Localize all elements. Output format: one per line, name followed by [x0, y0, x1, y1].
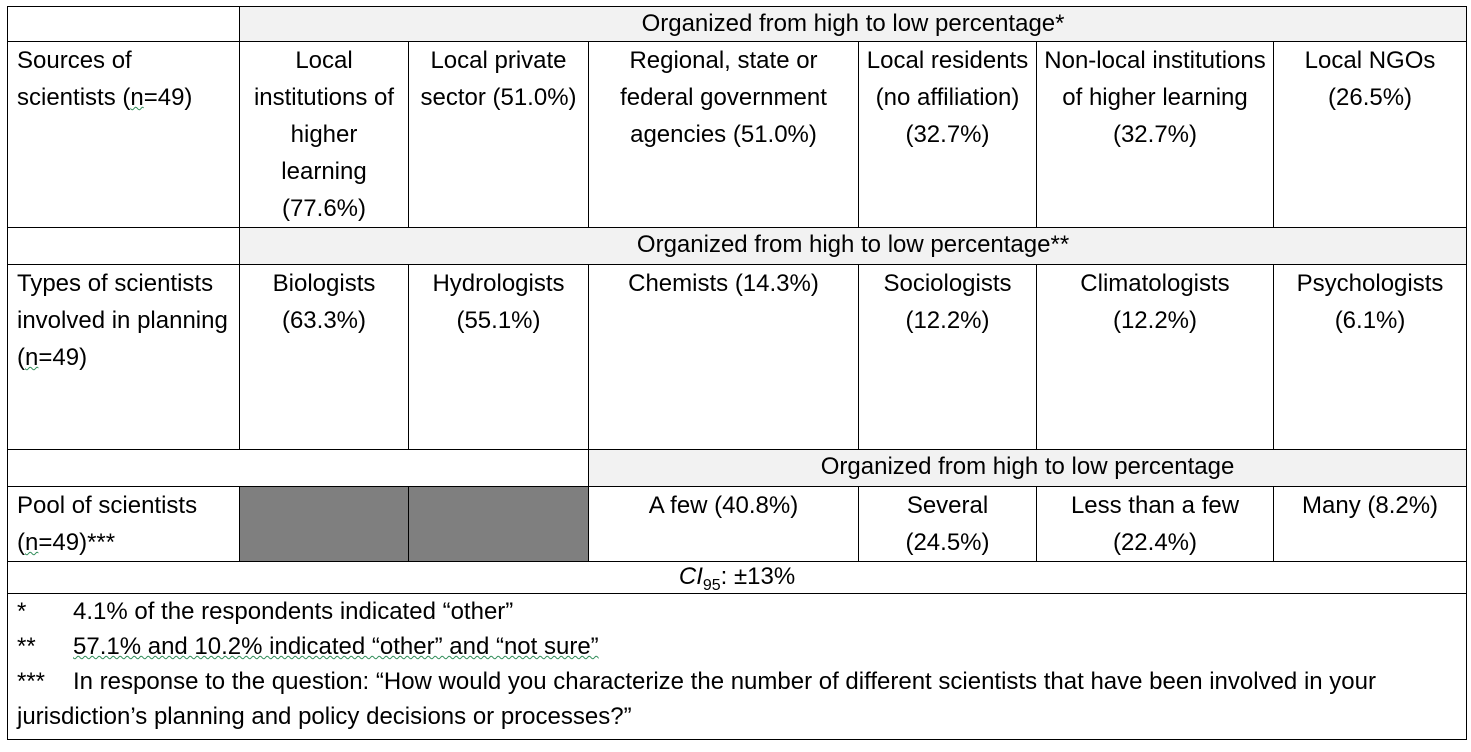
sources-cell-nonlocal-institutions: Non-local institutions of higher learnin… [1036, 41, 1274, 228]
footnote-1: * 4.1% of the respondents indicated “othe… [17, 595, 1457, 630]
empty-corner-cell [7, 449, 589, 487]
confidence-interval-row: CI95: ±13% [6, 561, 1468, 594]
empty-corner-cell [7, 227, 240, 265]
ci-subscript: 95 [702, 576, 721, 594]
pool-row-label: Pool of scientists (n=49)*** [7, 486, 240, 562]
pool-cell-less-than-a-few: Less than a few (22.4%) [1036, 486, 1274, 562]
footnote-text: 4.1% of the respondents indicated “other… [73, 598, 514, 625]
footnote-marker: * [17, 598, 27, 625]
survey-results-table: Organized from high to low percentage* S… [6, 6, 1468, 740]
footnote-3: *** In response to the question: “How wou… [17, 664, 1457, 734]
shaded-cell [239, 486, 409, 562]
types-cell-sociologists: Sociologists (12.2%) [858, 264, 1037, 450]
types-row-label: Types of scientists involved in planning… [7, 264, 240, 450]
types-cell-chemists: Chemists (14.3%) [588, 264, 859, 450]
sources-row-label-text: Sources of scientists ( [17, 47, 132, 111]
types-cell-biologists: Biologists (63.3%) [239, 264, 409, 450]
footnotes-cell: * 4.1% of the respondents indicated “othe… [6, 593, 1468, 740]
types-ordering-header: Organized from high to low percentage** [238, 227, 1468, 265]
types-row-label-count: =49) [38, 344, 88, 371]
footnote-text: In response to the question: “How would … [17, 668, 1376, 730]
pool-row-label-count: =49)*** [38, 529, 116, 556]
footnote-marker: *** [17, 668, 46, 695]
sources-row-label: Sources of scientists (n=49) [7, 41, 240, 228]
sources-cell-government-agencies: Regional, state or federal government ag… [588, 41, 859, 228]
ci-label: CI [678, 563, 703, 590]
empty-corner-cell [7, 6, 240, 42]
pool-cell-a-few: A few (40.8%) [588, 486, 859, 562]
sources-cell-local-residents: Local residents (no affiliation) (32.7%) [858, 41, 1037, 228]
types-cell-psychologists: Psychologists (6.1%) [1272, 264, 1468, 450]
types-cell-hydrologists: Hydrologists (55.1%) [408, 264, 589, 450]
footnote-2: ** 57.1% and 10.2% indicated “other” and … [17, 629, 1457, 664]
pool-row-label-n: n [25, 529, 39, 556]
pool-cell-several: Several (24.5%) [858, 486, 1037, 562]
sources-cell-local-institutions: Local institutions of higher learning (7… [239, 41, 409, 228]
sources-ordering-header: Organized from high to low percentage* [238, 6, 1468, 42]
shaded-cell [408, 486, 589, 562]
types-cell-climatologists: Climatologists (12.2%) [1036, 264, 1274, 450]
sources-cell-local-private-sector: Local private sector (51.0%) [408, 41, 589, 228]
sources-row-label-n: n [130, 84, 144, 111]
footnote-marker: ** [17, 633, 36, 660]
ci-value: : ±13% [720, 563, 796, 590]
types-row-label-n: n [25, 344, 39, 371]
pool-ordering-header: Organized from high to low percentage [587, 449, 1468, 487]
sources-cell-local-ngos: Local NGOs (26.5%) [1272, 41, 1468, 228]
pool-cell-many: Many (8.2%) [1272, 486, 1468, 562]
types-row-label-text: Types of scientists involved in planning… [17, 270, 228, 371]
sources-row-label-count: =49) [143, 84, 193, 111]
pool-row-label-text: Pool of scientists ( [17, 492, 198, 556]
footnote-text: 57.1% and 10.2% indicated “other” and “n… [73, 633, 599, 660]
